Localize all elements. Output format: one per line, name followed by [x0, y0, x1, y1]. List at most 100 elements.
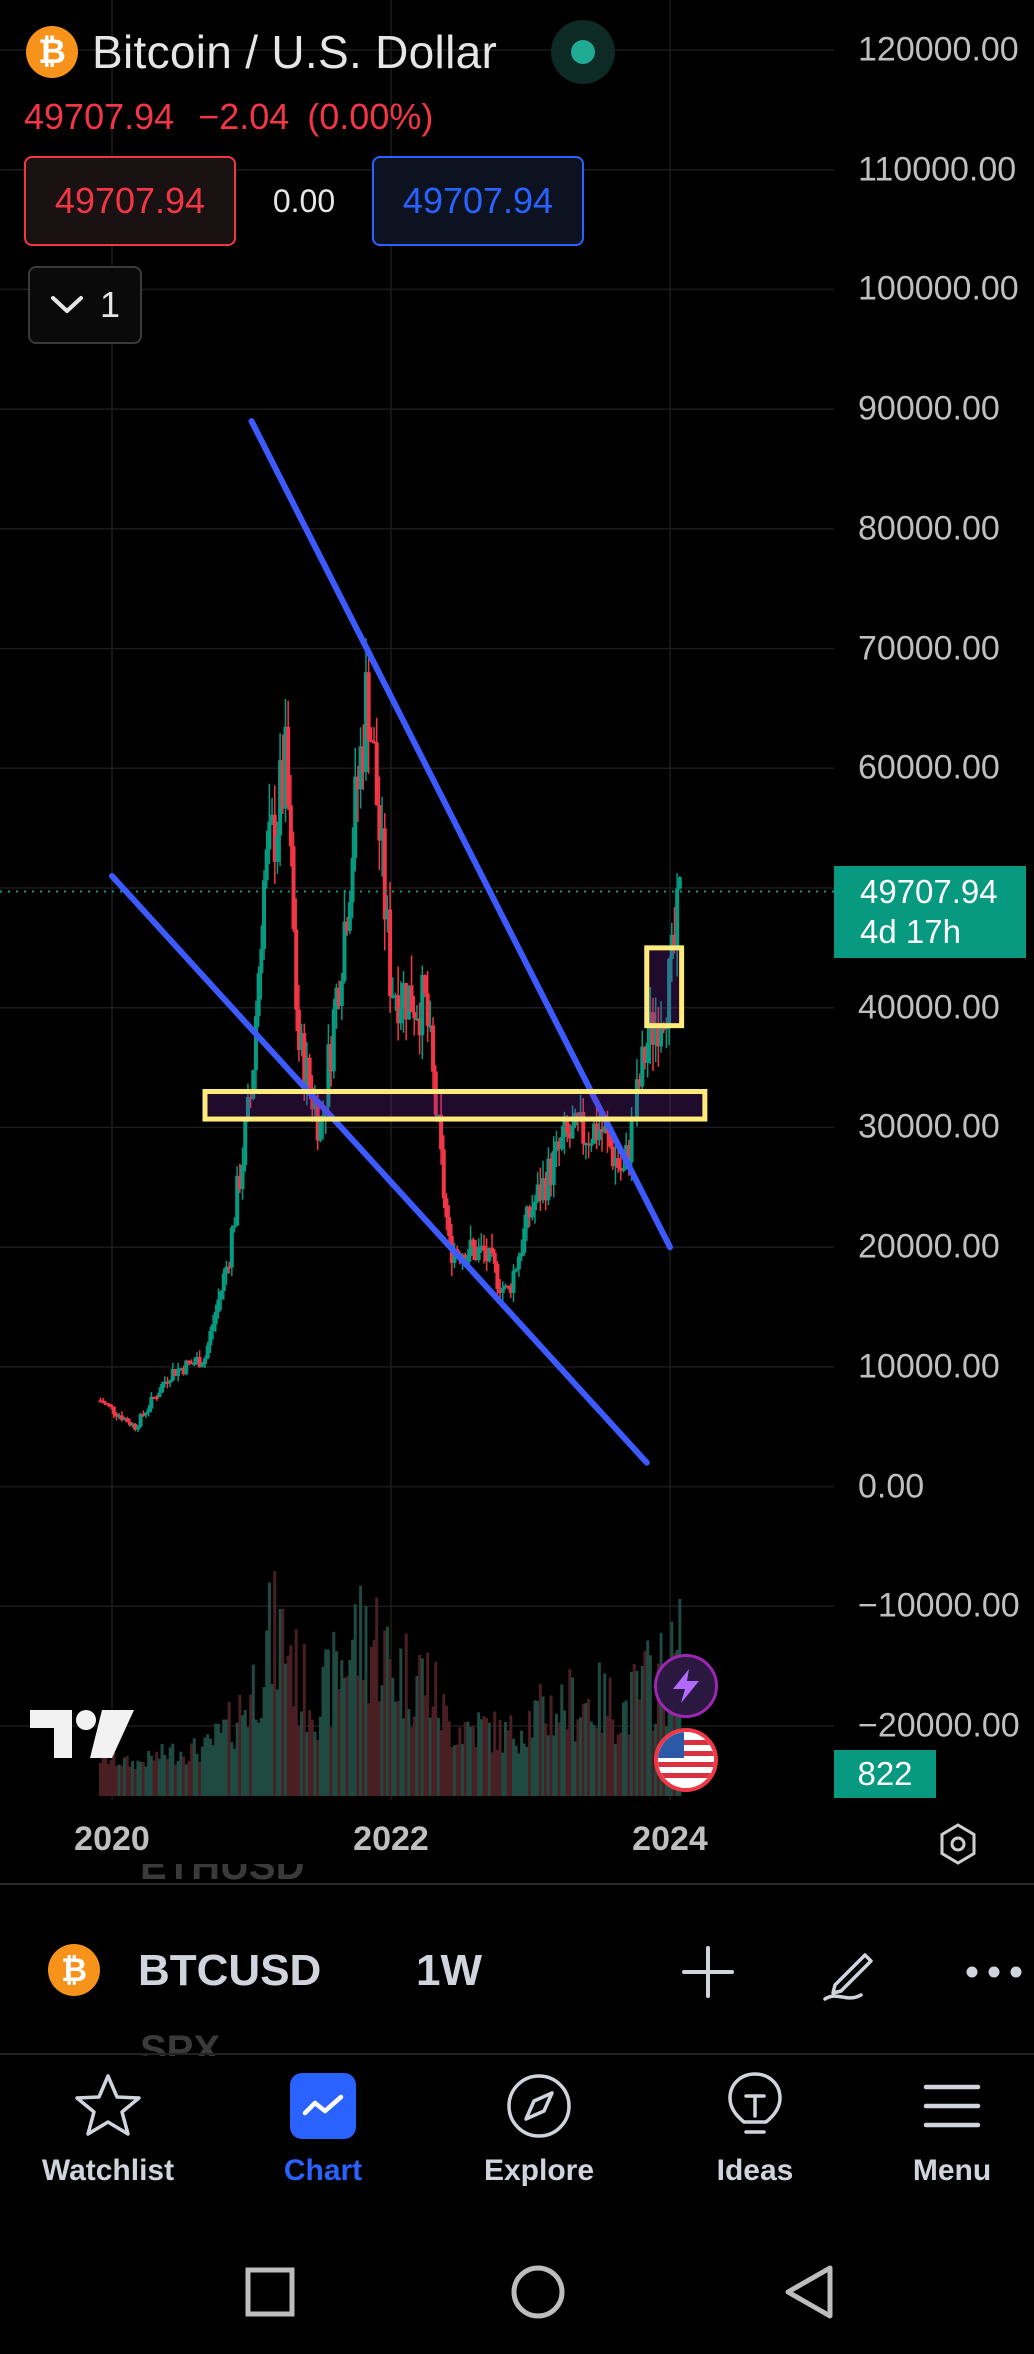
volume-bar — [608, 1677, 612, 1796]
volume-bar — [104, 1753, 108, 1796]
candle-body — [189, 1362, 194, 1365]
next-symbol-peek[interactable]: SPX — [140, 2028, 220, 2056]
volume-bar — [407, 1709, 411, 1796]
chevron-down-icon — [50, 296, 83, 313]
price-chart[interactable] — [0, 0, 1034, 1880]
nav-ideas[interactable]: Ideas — [655, 2070, 855, 2210]
price-axis-label: 0.00 — [858, 1467, 925, 1506]
nav-menu[interactable]: Menu — [852, 2070, 1034, 2210]
candle-body — [299, 1033, 304, 1050]
volume-bar — [675, 1649, 679, 1796]
volume-bar — [562, 1710, 566, 1796]
volume-bar — [571, 1677, 575, 1796]
volume-bar — [506, 1730, 510, 1796]
prev-symbol-peek[interactable]: ETHUSD — [140, 1864, 304, 1904]
chart-icon — [290, 2073, 356, 2139]
candle-body — [583, 1143, 588, 1146]
price-axis-label: 80000.00 — [858, 509, 1000, 548]
indicators-toggle-button[interactable]: 1 — [28, 266, 142, 344]
volume-bar — [281, 1608, 285, 1796]
candle-body — [350, 857, 355, 903]
system-navigation — [0, 2240, 1034, 2340]
volume-bar — [498, 1719, 502, 1796]
candle-body — [203, 1358, 207, 1365]
chart-divider — [0, 1883, 1034, 1885]
last-price-tag: 49707.94 4d 17h — [834, 866, 1026, 958]
volume-bar — [616, 1734, 620, 1796]
drawing-tools-button[interactable] — [820, 1940, 884, 2004]
volume-bar — [227, 1701, 231, 1796]
tradingview-logo[interactable] — [30, 1706, 134, 1762]
volume-bar — [662, 1674, 666, 1796]
candle-body — [441, 1149, 446, 1199]
candle-body — [393, 995, 398, 998]
volume-bar — [233, 1748, 237, 1796]
volume-bar — [324, 1649, 328, 1796]
price-axis-label: 10000.00 — [858, 1347, 1000, 1386]
volume-bar — [195, 1753, 199, 1796]
nav-chart[interactable]: Chart — [223, 2070, 423, 2210]
last-price-tag-value: 49707.94 — [860, 873, 998, 910]
volume-bar — [479, 1719, 483, 1796]
volume-bar — [337, 1689, 341, 1796]
candle-body — [331, 1009, 336, 1072]
volume-bar — [579, 1717, 583, 1796]
home-circle-icon[interactable] — [506, 2260, 570, 2324]
symbol-header[interactable]: ₿ Bitcoin / U.S. Dollar — [26, 20, 616, 84]
candle-body — [439, 1114, 444, 1150]
drawings — [109, 418, 708, 1466]
candle-body — [506, 1285, 511, 1288]
interval-selector[interactable]: 1W — [416, 1946, 482, 1995]
nav-explore[interactable]: Explore — [439, 2070, 639, 2210]
volume-bar — [184, 1764, 188, 1796]
buy-button[interactable]: 49707.94 — [372, 156, 584, 246]
recents-square-icon[interactable] — [238, 2260, 302, 2324]
candle-body — [181, 1368, 186, 1375]
chart-settings-icon[interactable] — [936, 1822, 980, 1866]
add-button[interactable] — [676, 1940, 740, 2004]
candle-body — [651, 1012, 656, 1045]
candle-body — [114, 1413, 119, 1417]
candles — [98, 638, 682, 1433]
volume-bar — [648, 1655, 652, 1796]
volume-bar — [364, 1605, 368, 1796]
candle-body — [597, 1128, 602, 1141]
volume-bar — [399, 1648, 403, 1796]
candle-body — [608, 1133, 613, 1147]
order-panel: 49707.94 0.00 49707.94 — [24, 156, 584, 246]
candle-body — [557, 1141, 562, 1150]
nav-watchlist[interactable]: Watchlist — [8, 2070, 208, 2210]
more-button[interactable] — [962, 1940, 1026, 2004]
volume-bar — [155, 1751, 159, 1796]
back-triangle-icon[interactable] — [778, 2260, 842, 2324]
volume-bar — [192, 1738, 196, 1796]
price-axis-label: 60000.00 — [858, 748, 1000, 787]
candle-body — [468, 1239, 473, 1257]
symbol-selector[interactable]: BTCUSD — [138, 1946, 322, 1995]
volume-bar — [375, 1597, 379, 1796]
volume-bar — [246, 1727, 250, 1796]
volume-bar — [356, 1675, 360, 1796]
candle-body — [425, 993, 430, 1026]
volume-bar — [611, 1719, 615, 1796]
lightning-icon[interactable] — [654, 1654, 718, 1718]
price-axis-label: 110000.00 — [858, 150, 1017, 189]
volume-bar — [605, 1716, 609, 1796]
candle-body — [431, 1025, 436, 1072]
volume-bar — [171, 1743, 175, 1796]
volume-bar — [471, 1725, 475, 1796]
candle-body — [170, 1369, 175, 1381]
volume-bar — [554, 1713, 558, 1796]
volume-bar — [463, 1722, 467, 1796]
candle-body — [420, 974, 425, 1036]
sell-button[interactable]: 49707.94 — [24, 156, 236, 246]
volume-bar — [528, 1710, 532, 1796]
plus-icon — [682, 1946, 734, 1998]
volume-bar — [624, 1700, 628, 1796]
volume-bar — [278, 1608, 282, 1796]
us-flag-icon[interactable] — [654, 1728, 718, 1792]
volume-bar — [560, 1684, 564, 1796]
market-status-icon[interactable] — [551, 20, 616, 84]
candle-body — [546, 1158, 551, 1201]
candle-body — [401, 983, 406, 1009]
